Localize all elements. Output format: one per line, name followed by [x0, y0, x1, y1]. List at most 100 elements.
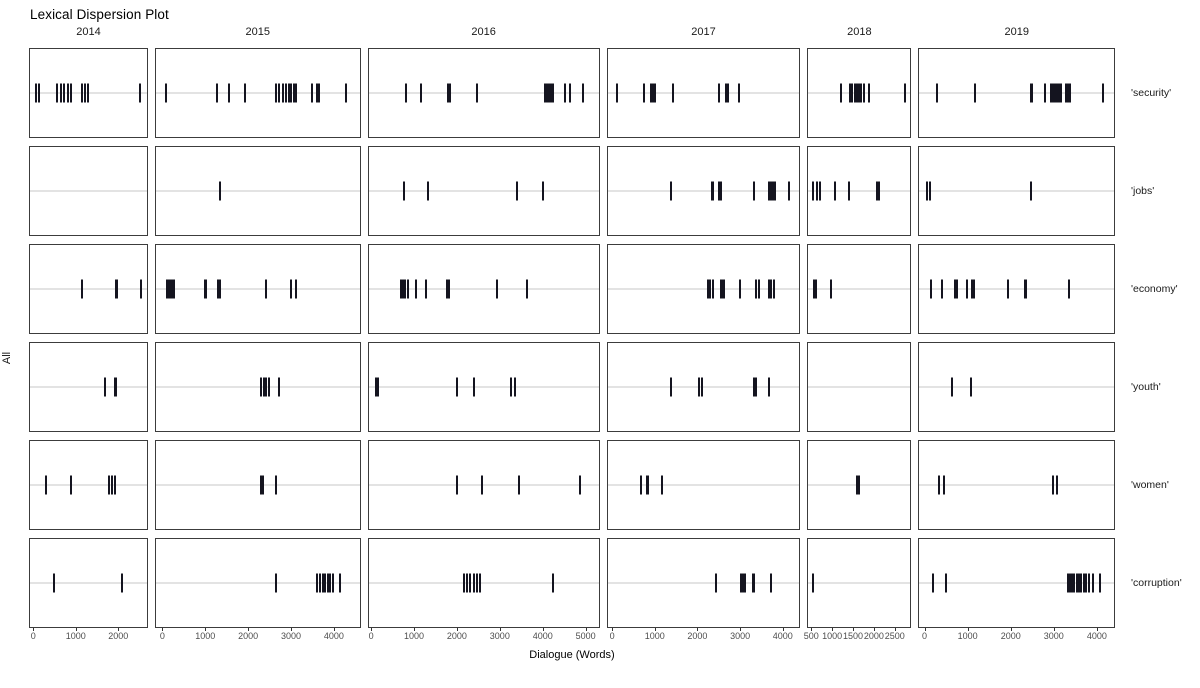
dispersion-mark	[858, 83, 861, 103]
panel-midline	[30, 190, 148, 192]
dispersion-mark	[1023, 279, 1026, 299]
dispersion-mark	[404, 279, 407, 299]
dispersion-mark	[1066, 573, 1069, 593]
dispersion-mark	[543, 83, 546, 103]
dispersion-mark	[578, 475, 581, 495]
panel-midline	[607, 582, 800, 584]
dispersion-mark	[219, 181, 222, 201]
dispersion-mark	[1098, 573, 1101, 593]
x-tick-label: 1000	[644, 631, 665, 641]
dispersion-mark	[228, 83, 231, 103]
dispersion-mark	[285, 83, 288, 103]
dispersion-mark	[114, 279, 117, 299]
dispersion-mark	[107, 475, 110, 495]
x-tick-label: 2500	[884, 631, 905, 641]
dispersion-mark	[324, 573, 327, 593]
dispersion-mark	[970, 377, 973, 397]
dispersion-mark	[56, 83, 59, 103]
dispersion-mark	[1067, 279, 1070, 299]
dispersion-mark	[260, 377, 263, 397]
x-tick	[811, 628, 813, 631]
dispersion-mark	[216, 279, 219, 299]
dispersion-mark	[753, 573, 756, 593]
dispersion-mark	[425, 279, 428, 299]
x-tick-label: 3000	[281, 631, 302, 641]
dispersion-mark	[87, 83, 90, 103]
x-tick	[1096, 628, 1098, 631]
panel-2015-women	[155, 440, 361, 530]
dispersion-mark	[647, 475, 650, 495]
x-tick-label: 1000	[822, 631, 843, 641]
x-tick	[248, 628, 250, 631]
dispersion-mark	[926, 181, 929, 201]
dispersion-mark	[754, 279, 757, 299]
panel-2018-corruption	[807, 538, 912, 628]
x-tick-label: 2000	[687, 631, 708, 641]
dispersion-mark	[419, 83, 422, 103]
dispersion-mark	[862, 83, 865, 103]
facet-column-label-2019: 2019	[1004, 26, 1029, 38]
dispersion-mark	[738, 279, 741, 299]
dispersion-mark	[710, 181, 713, 201]
panel-midline	[919, 386, 1114, 388]
dispersion-mark	[932, 573, 935, 593]
x-tick-label: 3000	[730, 631, 751, 641]
panel-midline	[156, 484, 360, 486]
x-axis-2019: 0 1000 2000 3000 4000	[918, 628, 1115, 645]
x-tick-label: 0	[609, 631, 615, 641]
dispersion-mark	[770, 181, 773, 201]
dispersion-mark	[639, 475, 642, 495]
facet-row-label-women: 'women'	[1131, 479, 1169, 491]
dispersion-mark	[399, 279, 402, 299]
dispersion-mark	[278, 377, 281, 397]
x-tick-label: 2000	[108, 631, 129, 641]
dispersion-mark	[971, 279, 974, 299]
dispersion-mark	[737, 83, 740, 103]
dispersion-mark	[265, 377, 268, 397]
x-tick	[894, 628, 896, 631]
y-axis-title: All	[1, 351, 14, 365]
dispersion-mark	[274, 475, 277, 495]
dispersion-mark	[448, 279, 451, 299]
dispersion-mark	[164, 83, 167, 103]
x-tick-label: 3000	[489, 631, 510, 641]
dispersion-mark	[466, 573, 469, 593]
panel-2018-economy	[807, 244, 912, 334]
panel-midline	[368, 190, 599, 192]
dispersion-mark	[954, 279, 957, 299]
dispersion-mark	[928, 181, 931, 201]
x-tick	[205, 628, 207, 631]
dispersion-mark	[140, 279, 143, 299]
panel-midline	[30, 582, 148, 584]
x-tick-label: 3000	[1043, 631, 1064, 641]
dispersion-mark	[1031, 83, 1034, 103]
panel-midline	[607, 484, 800, 486]
dispersion-mark	[339, 573, 342, 593]
panel-2016-security	[367, 48, 600, 138]
dispersion-mark	[568, 83, 571, 103]
x-tick-label: 2000	[1000, 631, 1021, 641]
dispersion-mark	[294, 83, 297, 103]
panel-midline	[368, 484, 599, 486]
panel-2017-women	[606, 440, 801, 530]
dispersion-mark	[743, 573, 746, 593]
dispersion-mark	[205, 279, 208, 299]
dispersion-mark	[950, 377, 953, 397]
panel-2016-economy	[367, 244, 600, 334]
dispersion-mark	[723, 279, 726, 299]
dispersion-mark	[1029, 83, 1032, 103]
panel-midline	[368, 582, 599, 584]
x-tick	[924, 628, 926, 631]
dispersion-mark	[856, 83, 858, 103]
panel-2019-jobs	[918, 146, 1115, 236]
x-tick	[333, 628, 335, 631]
dispersion-mark	[290, 83, 293, 103]
dispersion-mark	[754, 377, 757, 397]
dispersion-mark	[1102, 83, 1105, 103]
panel-2019-security	[918, 48, 1115, 138]
dispersion-mark	[772, 181, 775, 201]
dispersion-mark	[706, 279, 709, 299]
dispersion-mark	[374, 377, 377, 397]
dispersion-mark	[935, 83, 938, 103]
plot-area: 2014 2015 2016 2017 2018 2019 'security' 'jobs'…	[29, 24, 1196, 661]
